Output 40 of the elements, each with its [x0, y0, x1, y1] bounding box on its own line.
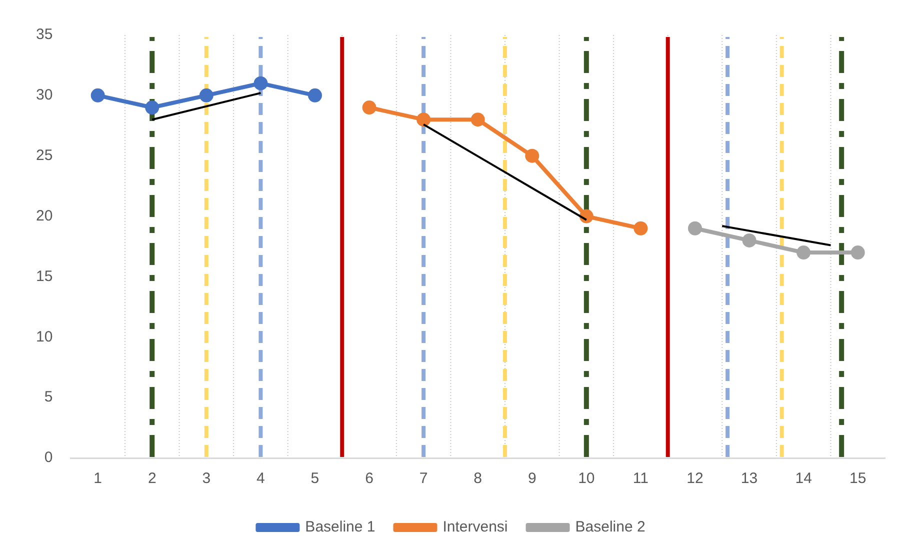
y-tick-label: 30: [36, 86, 53, 104]
point: [850, 246, 865, 260]
y-tick-label: 10: [36, 328, 53, 346]
y-tick-label: 0: [44, 449, 53, 466]
point: [742, 233, 756, 248]
point: [796, 246, 811, 260]
point: [90, 88, 105, 102]
y-tick-label: 35: [36, 26, 53, 44]
point: [362, 100, 376, 115]
legend-label: Baseline 2: [575, 518, 646, 536]
y-tick-label: 5: [44, 388, 53, 406]
x-tick-label: 15: [850, 470, 866, 488]
x-tick-label: 8: [474, 470, 482, 488]
x-tick-label: 13: [740, 470, 758, 488]
point: [416, 112, 431, 127]
x-tick-label: 6: [365, 470, 374, 488]
legend-label: Intervensi: [442, 518, 508, 536]
x-tick-label: 2: [148, 470, 156, 488]
x-tick-label: 9: [528, 470, 536, 488]
x-tick-label: 4: [256, 470, 265, 488]
point: [525, 148, 540, 163]
x-tick-label: 10: [578, 470, 595, 488]
x-tick-label: 12: [686, 470, 704, 488]
point: [634, 221, 648, 236]
point: [145, 100, 160, 115]
point: [308, 88, 322, 102]
point: [199, 88, 214, 102]
x-tick-label: 3: [202, 470, 211, 488]
point: [688, 221, 702, 236]
legend-label: Baseline 1: [305, 518, 376, 536]
point: [470, 112, 485, 127]
point: [254, 76, 268, 90]
x-tick-label: 14: [795, 470, 812, 488]
x-tick-label: 7: [419, 470, 428, 488]
y-tick-label: 15: [36, 268, 53, 285]
y-tick-label: 20: [36, 207, 53, 224]
x-tick-label: 11: [632, 470, 648, 488]
x-tick-label: 1: [94, 470, 102, 488]
y-tick-label: 25: [36, 147, 53, 164]
x-tick-label: 5: [310, 470, 320, 488]
